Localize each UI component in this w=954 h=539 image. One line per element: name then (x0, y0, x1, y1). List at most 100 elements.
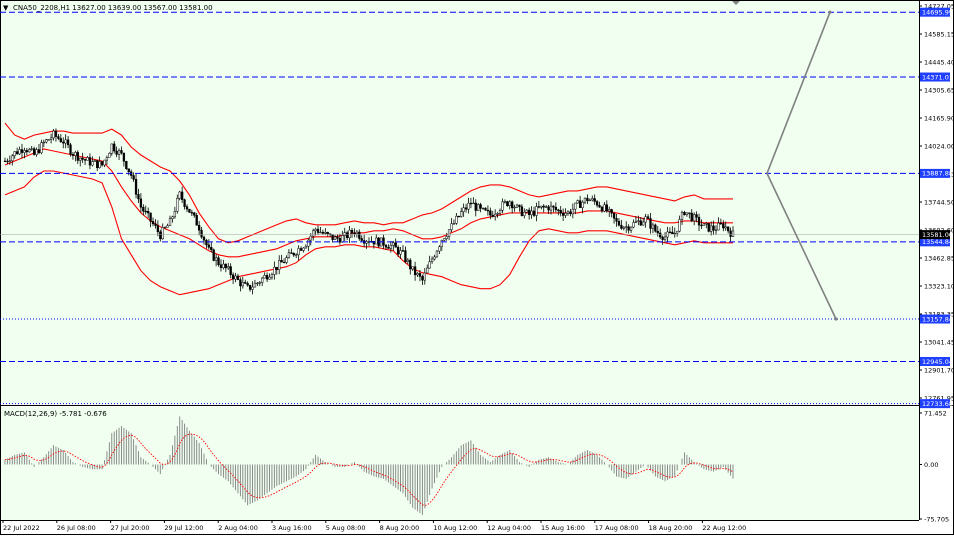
candle-body (523, 211, 526, 216)
candle-body (685, 212, 689, 215)
candle-body (83, 159, 87, 161)
candle-body (574, 202, 577, 210)
scroll-marker-icon[interactable] (732, 1, 740, 5)
macd-tick-label: -75.705 (924, 516, 949, 524)
candle-body (693, 214, 696, 222)
candle-body (11, 155, 14, 162)
candle-body (719, 222, 723, 225)
candle-body (724, 226, 727, 229)
candle-body (426, 267, 429, 274)
candle-body (421, 276, 424, 281)
candle-body (190, 212, 194, 214)
menu-arrow-icon[interactable]: ▼ (3, 4, 9, 12)
candle-body (183, 199, 186, 207)
candle-body (460, 211, 463, 217)
candle-body (571, 208, 574, 215)
candle-body (195, 215, 198, 226)
candle-body (261, 277, 264, 283)
time-tick-label: 29 Jul 12:00 (164, 524, 203, 532)
candle-body (503, 201, 507, 203)
candle-body (637, 220, 640, 222)
candle-body (120, 150, 123, 154)
candle-body (239, 279, 242, 287)
macd-background (0, 407, 919, 520)
candle-body (511, 201, 514, 209)
level-label: 13544.84 (922, 238, 953, 246)
candle-body (217, 257, 220, 266)
horizontal-levels[interactable] (0, 11, 919, 405)
candle-body (134, 179, 138, 195)
candle-body (343, 232, 346, 236)
candle-body (656, 230, 659, 234)
candle-body (103, 159, 106, 166)
candle-body (498, 210, 502, 214)
time-tick-label: 10 Aug 12:00 (433, 524, 477, 532)
time-tick-label: 18 Aug 20:00 (649, 524, 693, 532)
candle-body (481, 207, 485, 210)
candle-body (683, 211, 686, 215)
candle-body (326, 232, 329, 235)
candle-body (132, 175, 135, 180)
price-tick-label: 13462.85 (924, 255, 954, 263)
candle-body (542, 205, 545, 208)
candle-body (537, 206, 541, 208)
price-tick-label: 12761.95 (924, 395, 954, 403)
candle-body (309, 235, 312, 241)
price-tick-label: 14727.05 (924, 3, 954, 11)
candle-body (496, 213, 499, 215)
candle-body (62, 141, 65, 144)
candle-body (544, 206, 548, 208)
candle-body (586, 197, 589, 202)
candle-body (307, 239, 310, 247)
projection-lines[interactable] (766, 10, 838, 321)
candle-body (676, 230, 679, 234)
candle-body (443, 238, 446, 241)
candle-body (149, 212, 152, 222)
candle-body (35, 149, 38, 155)
candle-body (627, 226, 630, 231)
candle-body (722, 223, 725, 229)
candle-body (253, 282, 257, 288)
candle-body (472, 202, 475, 205)
candle-body (690, 212, 693, 222)
candle-body (707, 223, 710, 232)
candle-body (156, 225, 160, 233)
candle-body (290, 252, 293, 254)
time-tick-label: 8 Aug 20:00 (380, 524, 420, 532)
candle-body (392, 242, 395, 246)
candle-body (375, 237, 378, 245)
candle-body (445, 236, 448, 239)
time-tick-label: 5 Aug 08:00 (326, 524, 366, 532)
candle-body (227, 266, 230, 269)
candle-body (268, 276, 271, 280)
candle-body (37, 149, 41, 154)
candle-body (663, 236, 667, 240)
level-label-bg (920, 168, 950, 178)
candle-body (222, 263, 225, 269)
candle-body (561, 212, 565, 216)
time-tick-label: 3 Aug 16:00 (272, 524, 312, 532)
candle-body (355, 231, 359, 235)
candle-body (549, 205, 553, 211)
price-tick-label: 13183.35 (924, 311, 954, 319)
candle-body (515, 204, 519, 208)
candle-body (52, 130, 55, 139)
candle-body (265, 275, 269, 280)
candle-body (154, 223, 157, 226)
candle-body (256, 282, 259, 285)
candle-body (161, 227, 164, 240)
candle-body (285, 257, 288, 263)
candle-body (142, 207, 145, 212)
candle-body (396, 247, 400, 255)
level-label-bg (920, 356, 950, 366)
candle-body (3, 160, 7, 163)
candle-body (423, 272, 426, 281)
candle-body (726, 226, 730, 232)
candle-body (697, 216, 701, 226)
candle-body (193, 212, 196, 216)
candle-body (494, 213, 497, 217)
time-tick-label: 26 Jul 08:00 (57, 524, 96, 532)
price-tick-label: 14305.65 (924, 87, 954, 95)
